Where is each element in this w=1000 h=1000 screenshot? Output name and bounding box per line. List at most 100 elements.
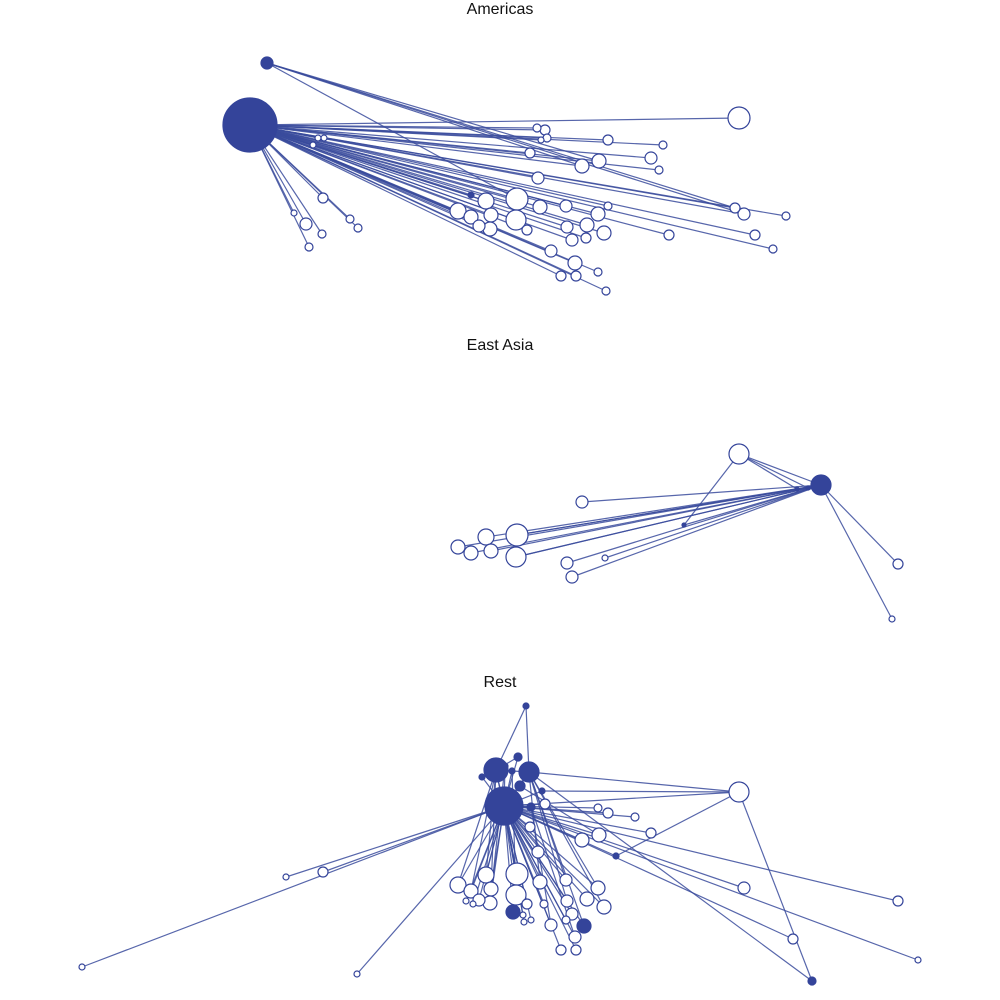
hub-node: [478, 773, 486, 781]
leaf-node: [559, 199, 573, 213]
edge: [604, 484, 822, 559]
edge: [249, 124, 587, 239]
leaf-node: [590, 880, 606, 896]
leaf-node: [544, 244, 558, 258]
edge: [528, 771, 813, 982]
node-layer: [222, 56, 791, 296]
leaf-node: [505, 209, 527, 231]
leaf-node: [602, 134, 614, 146]
edge: [457, 769, 497, 886]
leaf-node: [462, 897, 470, 905]
leaf-node: [472, 219, 486, 233]
edge: [249, 124, 528, 231]
edge: [249, 124, 756, 236]
leaf-node: [483, 881, 499, 897]
leaf-node: [644, 151, 658, 165]
panel-title-east-asia: East Asia: [467, 337, 534, 354]
edge: [503, 805, 745, 889]
hub-node: [612, 852, 620, 860]
leaf-node: [658, 140, 668, 150]
leaf-node: [737, 881, 751, 895]
edge: [503, 805, 899, 902]
edge: [503, 805, 588, 900]
edge-layer: [249, 62, 787, 292]
edge: [81, 805, 505, 968]
leaf-node: [299, 217, 313, 231]
edge: [249, 124, 546, 131]
edge: [485, 769, 497, 876]
leaf-node: [645, 827, 657, 839]
leaf-node: [317, 192, 329, 204]
leaf-node: [727, 106, 751, 130]
leaf-node: [483, 207, 499, 223]
hub-node: [810, 474, 832, 496]
leaf-node: [914, 956, 922, 964]
hub-node: [501, 762, 509, 770]
leaf-node: [353, 970, 361, 978]
edge: [541, 790, 740, 793]
edge-layer: [457, 453, 899, 620]
leaf-node: [505, 187, 529, 211]
edge: [249, 124, 745, 215]
hub-node: [505, 904, 521, 920]
hub-node: [260, 56, 274, 70]
leaf-node: [519, 911, 527, 919]
edge: [249, 124, 600, 162]
leaf-node: [568, 930, 582, 944]
hub-node: [222, 97, 278, 153]
leaf-node: [505, 862, 529, 886]
leaf-node: [565, 233, 579, 247]
leaf-node: [596, 899, 612, 915]
node-layer: [450, 443, 904, 623]
edge: [503, 805, 919, 961]
leaf-node: [450, 539, 466, 555]
leaf-node: [749, 229, 761, 241]
edge: [249, 124, 774, 250]
leaf-node: [603, 201, 613, 211]
leaf-node: [521, 224, 533, 236]
edge: [490, 484, 822, 552]
edge: [266, 62, 600, 162]
leaf-node: [737, 207, 751, 221]
edge: [470, 769, 497, 892]
leaf-node: [531, 171, 545, 185]
leaf-node: [505, 523, 529, 547]
leaf-node: [304, 242, 314, 252]
edge: [266, 62, 745, 215]
leaf-node: [469, 900, 477, 908]
edge: [738, 791, 813, 982]
leaf-node: [601, 554, 609, 562]
leaf-node: [768, 244, 778, 254]
leaf-node: [477, 528, 495, 546]
leaf-node: [781, 211, 791, 221]
hub-node: [467, 191, 475, 199]
leaf-node: [524, 147, 536, 159]
edge: [519, 785, 600, 836]
leaf-node: [290, 209, 298, 217]
edge: [266, 62, 518, 200]
edge: [249, 117, 740, 126]
leaf-node: [449, 202, 467, 220]
edge: [249, 124, 652, 159]
leaf-node: [477, 866, 495, 884]
edge: [738, 453, 822, 486]
edge: [285, 805, 505, 878]
leaf-node: [570, 944, 582, 956]
leaf-node: [524, 821, 536, 833]
hub-node: [513, 752, 523, 762]
leaf-node: [559, 873, 573, 887]
edge: [738, 453, 809, 489]
leaf-node: [345, 214, 355, 224]
leaf-node: [463, 883, 479, 899]
edge: [249, 124, 541, 208]
edge: [503, 805, 636, 818]
leaf-node: [591, 153, 607, 169]
edge: [571, 484, 822, 578]
edge: [249, 124, 607, 292]
leaf-node: [520, 918, 528, 926]
leaf-node: [575, 495, 589, 509]
panel-east-asia: East Asia: [450, 337, 904, 623]
leaf-node: [521, 898, 533, 910]
panel-rest: Rest: [78, 674, 922, 986]
